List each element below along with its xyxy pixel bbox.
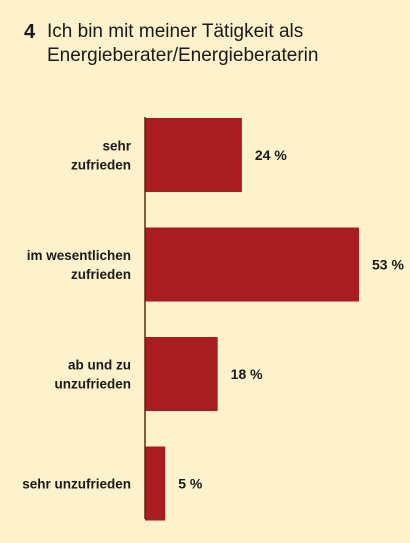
value-label-1: 53 % [372,257,404,273]
value-label-2: 18 % [231,366,263,382]
bar-3 [145,446,166,521]
category-label-0: sehr zufrieden [71,139,132,173]
value-label-3: 5 % [178,476,203,492]
category-label-1: im wesentlichen zufrieden [27,248,131,282]
bar-2 [145,337,218,411]
bar-1 [145,227,359,302]
category-label-2: ab und zu unzufrieden [55,358,132,392]
bar-0 [145,118,242,192]
value-label-0: 24 % [255,147,287,163]
figure-number: 4 [24,21,36,43]
category-label-3: sehr unzufrieden [22,477,131,492]
chart-title: Ich bin mit meiner Tätigkeit als Energie… [47,21,319,66]
